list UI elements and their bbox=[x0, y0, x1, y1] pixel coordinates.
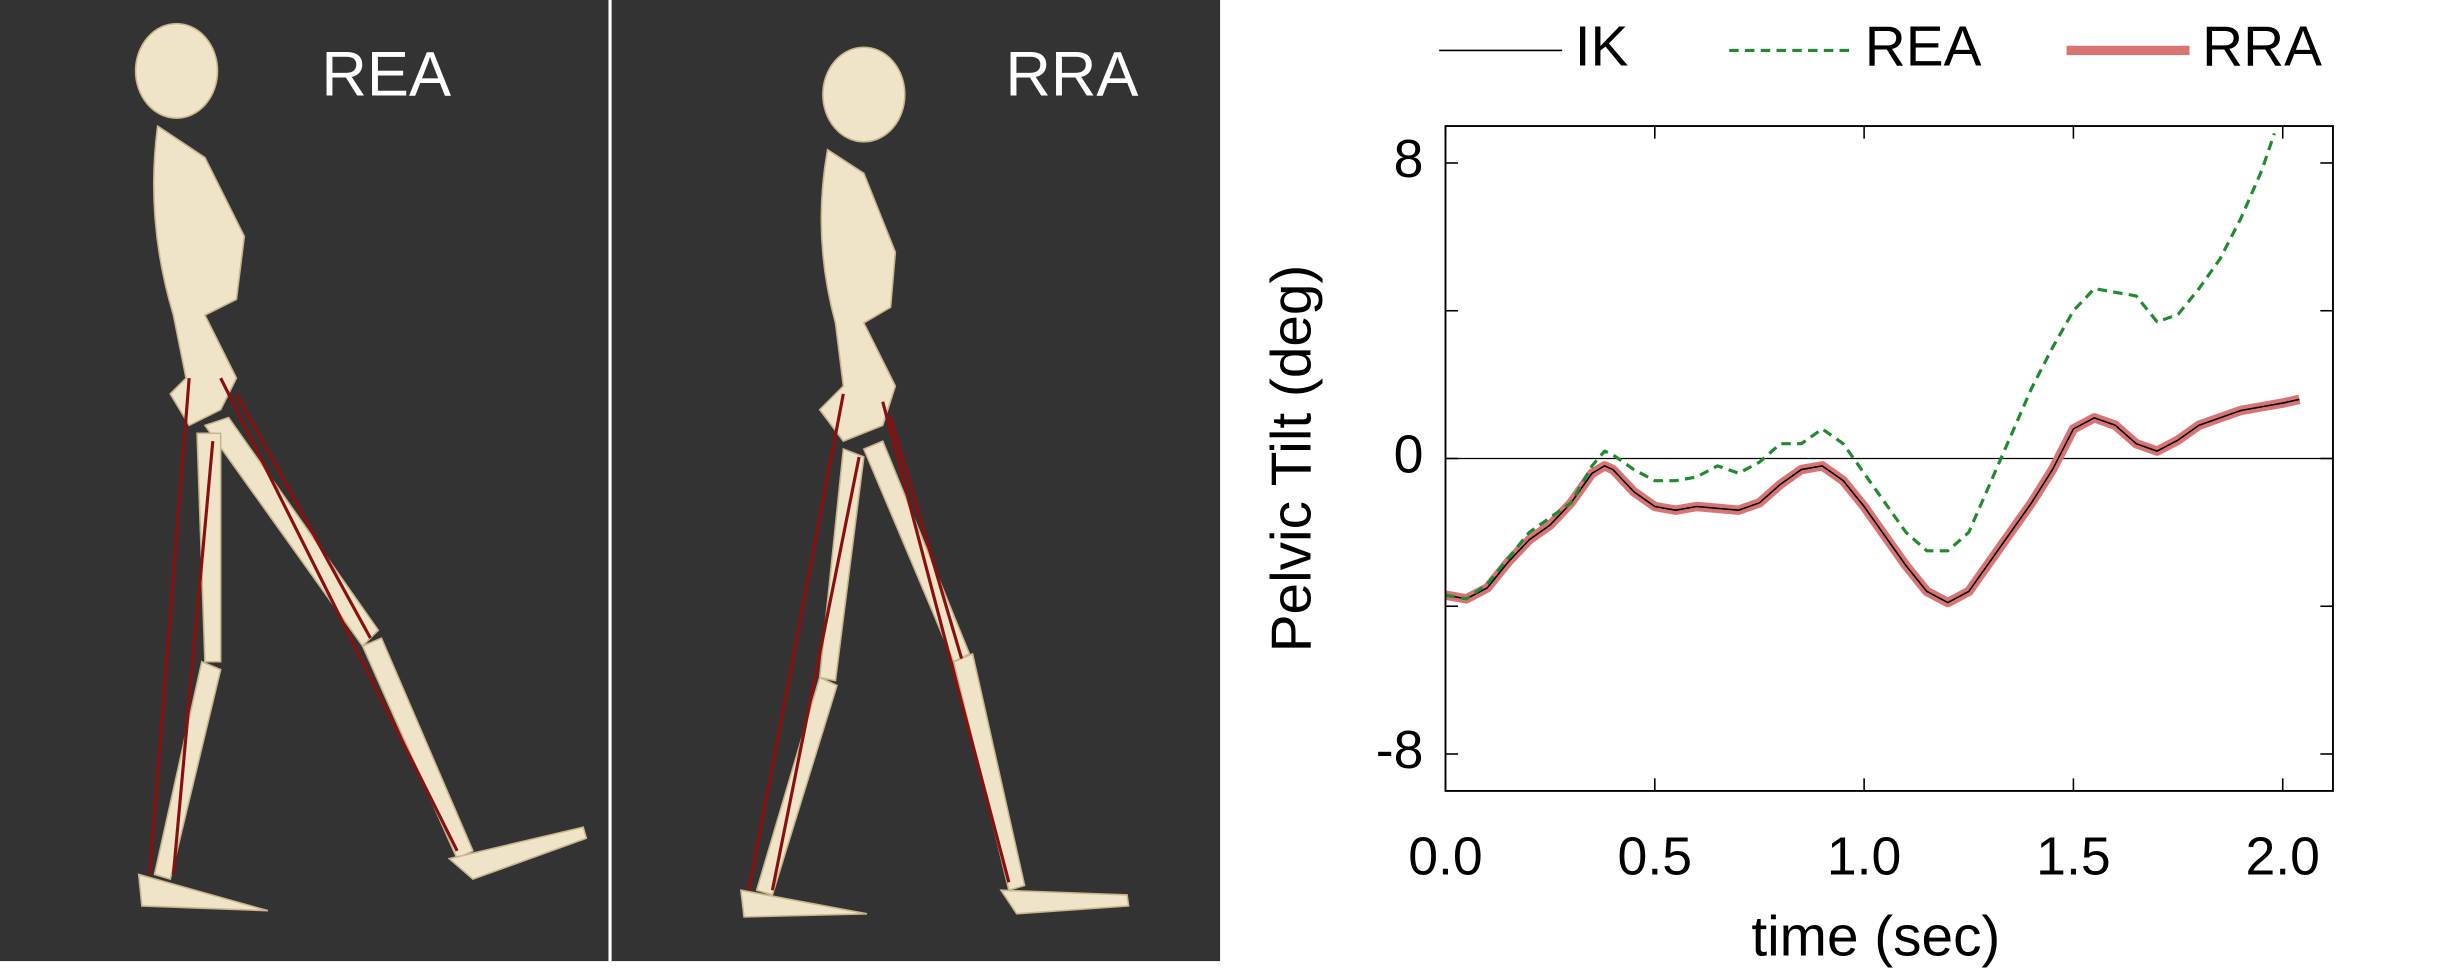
line-series bbox=[1445, 132, 2276, 601]
panel-label: REA bbox=[321, 39, 451, 109]
y-tick-label: 0 bbox=[1394, 425, 1424, 485]
y-tick-label: 8 bbox=[1394, 129, 1424, 189]
skeleton bbox=[134, 22, 588, 912]
legend-label: RRA bbox=[2202, 15, 2322, 78]
x-tick-label: 2.0 bbox=[2245, 826, 2320, 886]
x-tick-label: 1.0 bbox=[1827, 826, 1902, 886]
y-axis-label: Pelvic Tilt (deg) bbox=[1261, 265, 1324, 653]
panel-background bbox=[611, 0, 1221, 962]
panel-label: RRA bbox=[1005, 39, 1138, 109]
x-tick-label: 1.5 bbox=[2036, 826, 2111, 886]
x-tick-label: 0.0 bbox=[1408, 826, 1483, 886]
panel-background bbox=[0, 0, 609, 962]
line-series bbox=[1445, 398, 2300, 604]
legend-label: IK bbox=[1575, 15, 1629, 78]
x-axis-label: time (sec) bbox=[1751, 906, 2000, 969]
legend-label: REA bbox=[1865, 15, 1982, 78]
x-tick-label: 0.5 bbox=[1618, 826, 1693, 886]
skeleton bbox=[739, 46, 1130, 918]
line-series bbox=[1445, 394, 2301, 608]
y-tick-label: -8 bbox=[1376, 720, 1424, 780]
